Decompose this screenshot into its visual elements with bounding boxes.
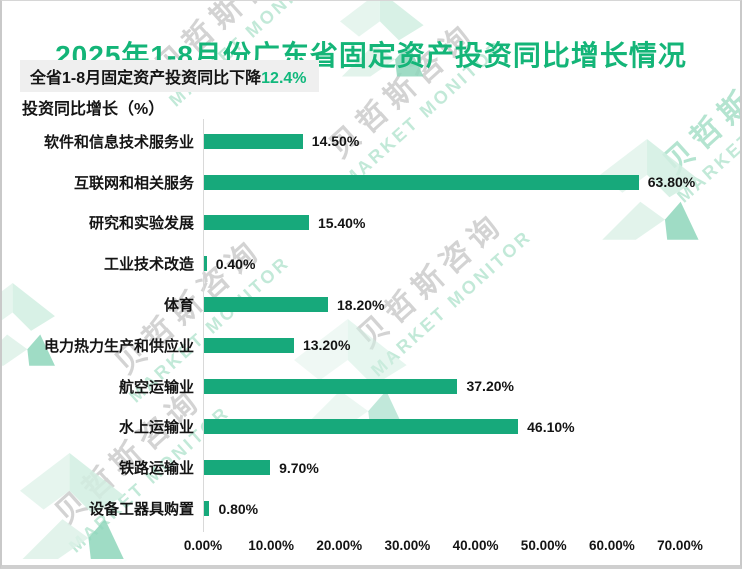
category-label: 互联网和相关服务 [73, 174, 194, 192]
value-label: 18.20% [337, 296, 385, 313]
bar-track: 0.80% [204, 500, 681, 517]
x-tick-label: 70.00% [657, 538, 703, 553]
bar-track: 46.10% [204, 418, 681, 435]
value-label: 37.20% [466, 378, 514, 395]
x-tick-label: 20.00% [316, 538, 363, 553]
category-label: 铁路运输业 [118, 460, 194, 478]
x-axis-tick-labels: 0.00% 10.00% 20.00% 30.00% 40.00% 50.00% 60.00… [184, 538, 703, 556]
bar [204, 215, 309, 231]
value-label: 13.20% [302, 337, 351, 354]
category-label: 航空运输业 [118, 378, 194, 396]
bar-track: 13.20% [204, 337, 681, 354]
bar [204, 460, 271, 476]
bar-track: 63.80% [204, 174, 695, 190]
value-label: 46.10% [527, 418, 575, 435]
bar-row: 水上运输业 46.10% [2, 407, 740, 448]
bar-row: 工业技术改造 0.40% [2, 243, 740, 284]
category-label: 体育 [163, 297, 194, 315]
value-label: 14.50% [311, 133, 360, 150]
x-tick-label: 0.00% [183, 538, 223, 553]
value-label: 0.40% [215, 255, 256, 272]
x-tick-label: 10.00% [248, 538, 295, 553]
category-label: 研究和实验发展 [88, 215, 194, 233]
category-label: 电力热力生产和供应业 [43, 337, 194, 355]
bar-row: 软件和信息技术服务业 14.50% [2, 121, 740, 162]
subtitle-highlight-value: 12.4% [261, 70, 307, 87]
bar-track: 37.20% [204, 378, 681, 395]
bar [204, 133, 303, 149]
value-label: 63.80% [647, 174, 696, 191]
bar-row: 电力热力生产和供应业 13.20% [2, 325, 740, 366]
bar-track: 18.20% [204, 296, 681, 313]
bar-track: 0.40% [204, 255, 681, 272]
category-label: 设备工器具购置 [88, 501, 194, 519]
bar [204, 256, 207, 272]
bar [204, 337, 294, 353]
category-label: 软件和信息技术服务业 [43, 133, 194, 151]
subtitle-text: 全省1-8月固定资产投资同比下降 [30, 70, 262, 87]
bar [204, 501, 210, 517]
bar [204, 419, 519, 435]
bar-track: 9.70% [204, 459, 681, 476]
x-tick-label: 50.00% [520, 538, 567, 553]
bar [204, 174, 639, 190]
bar [204, 378, 458, 394]
subtitle-banner: 全省1-8月固定资产投资同比下降12.4% [20, 60, 319, 92]
bar-track: 15.40% [204, 214, 681, 231]
value-label: 15.40% [317, 214, 366, 231]
value-axis-title: 投资同比增长（%） [22, 101, 165, 118]
category-label: 水上运输业 [118, 419, 194, 437]
category-label: 工业技术改造 [103, 256, 194, 274]
bar [204, 297, 329, 313]
value-label: 0.80% [218, 500, 259, 517]
bar-row: 设备工器具购置 0.80% [2, 488, 740, 529]
x-tick-label: 40.00% [452, 538, 499, 553]
bar-track: 14.50% [204, 133, 681, 150]
x-tick-label: 60.00% [588, 538, 635, 553]
bar-row: 互联网和相关服务 63.80% [2, 162, 740, 203]
value-label: 9.70% [279, 459, 319, 476]
bar-row: 航空运输业 37.20% [2, 366, 740, 407]
bar-rows: 软件和信息技术服务业 14.50% 互联网和相关服务 63.80% 研究和实验发展 15.… [2, 121, 740, 529]
x-tick-label: 30.00% [384, 538, 431, 553]
bar-row: 铁路运输业 9.70% [2, 447, 740, 488]
bar-row: 体育 18.20% [2, 284, 740, 325]
bar-row: 研究和实验发展 15.40% [2, 203, 740, 244]
category-axis-line [203, 119, 204, 532]
